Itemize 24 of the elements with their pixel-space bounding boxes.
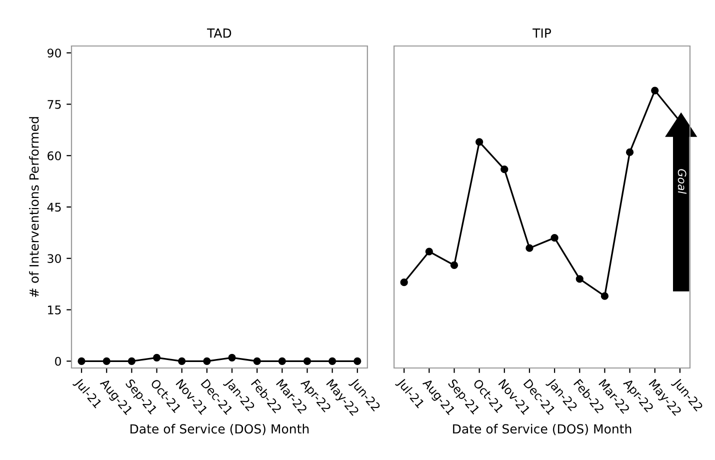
y-tick-label: 15 — [48, 306, 61, 314]
x-axis-title: Date of Service (DOS) Month — [453, 424, 632, 436]
point — [476, 138, 484, 146]
point — [626, 148, 634, 156]
y-tick-label: 0 — [55, 356, 61, 366]
point — [500, 166, 508, 174]
y-tick-label: 90 — [48, 48, 61, 58]
annotation: Goal — [678, 169, 686, 194]
point — [526, 244, 534, 252]
chart-title: TAD — [207, 28, 232, 38]
y-tick-label: 45 — [47, 202, 61, 212]
x-axis-title: Date of Service (DOS) Month — [130, 424, 309, 436]
point — [576, 275, 584, 283]
y-tick-label: 60 — [48, 151, 61, 160]
point — [450, 261, 458, 270]
point — [600, 292, 609, 300]
point — [651, 86, 659, 94]
point — [550, 234, 558, 242]
chart-title: TIP — [532, 28, 552, 38]
y-axis-title: # of Interventions Performed — [29, 117, 39, 297]
point — [400, 278, 408, 286]
y-tick-label: 30 — [48, 254, 61, 264]
point — [425, 248, 433, 256]
y-tick-label: 75 — [48, 100, 61, 109]
